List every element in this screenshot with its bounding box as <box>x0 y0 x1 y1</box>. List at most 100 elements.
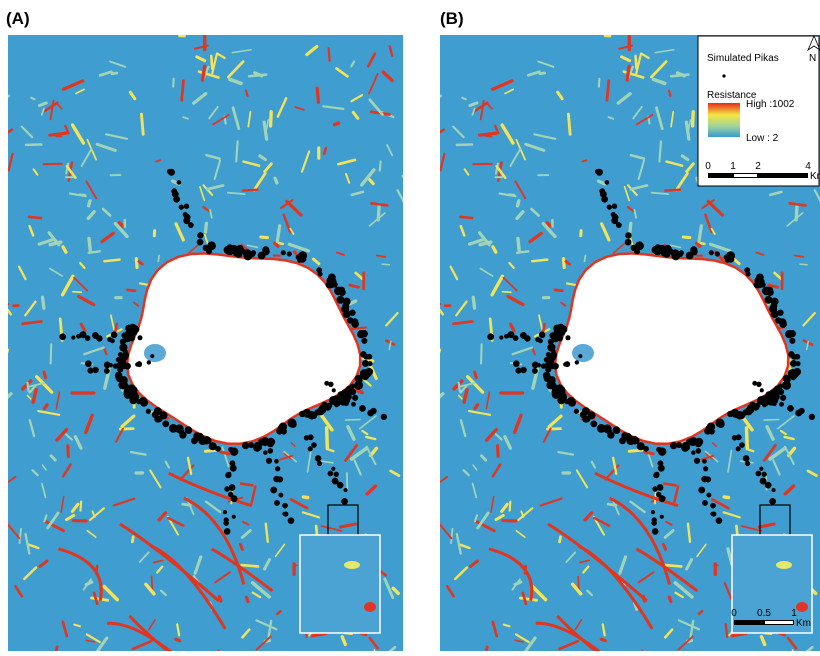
pika-cluster <box>278 493 283 498</box>
pika-cluster <box>224 246 232 254</box>
pika-cluster <box>242 442 249 449</box>
inset-feature <box>796 602 808 612</box>
island <box>572 344 594 362</box>
resistance-streak <box>665 565 681 566</box>
pika-cluster <box>186 428 192 434</box>
pika-cluster <box>556 332 563 339</box>
pika-cluster <box>343 488 347 492</box>
pika-cluster <box>120 346 125 351</box>
legend-text: High :1002 <box>746 99 795 110</box>
resistance-streak <box>327 428 328 449</box>
pika-cluster <box>772 401 777 406</box>
scale-label: 0.5 <box>757 608 771 619</box>
resistance-streak <box>693 112 694 126</box>
pika-cluster <box>311 413 317 419</box>
resistance-streak <box>68 446 69 456</box>
pika-cluster <box>162 420 169 427</box>
resistance-streak <box>532 260 547 262</box>
pika-cluster <box>197 232 203 238</box>
inset-map <box>300 535 380 633</box>
legend-text: Simulated Pikas <box>707 53 779 64</box>
resistance-streak <box>480 133 496 135</box>
resistance-streak <box>800 264 807 265</box>
pika-cluster <box>205 437 212 444</box>
pika-cluster <box>690 246 697 253</box>
pika-cluster <box>129 392 137 400</box>
resistance-streak <box>700 243 705 244</box>
pika-cluster <box>150 354 154 358</box>
pika-cluster <box>755 282 762 289</box>
pika-cluster <box>658 465 665 472</box>
resistance-streak <box>246 91 248 96</box>
resistance-streak <box>568 114 570 134</box>
pika-cluster <box>225 472 231 478</box>
pika-cluster <box>574 409 579 414</box>
resistance-streak <box>475 405 478 409</box>
resistance-streak <box>136 259 137 268</box>
resistance-streak <box>112 73 117 74</box>
resistance-streak <box>601 639 605 640</box>
pika-cluster <box>262 246 269 253</box>
pika-cluster <box>661 450 666 455</box>
resistance-streak <box>436 304 440 305</box>
pika-cluster <box>702 459 707 464</box>
pika-cluster <box>233 450 238 455</box>
resistance-streak <box>403 176 413 189</box>
resistance-streak <box>669 91 671 96</box>
pika-cluster <box>311 442 317 448</box>
resistance-streak <box>502 292 510 293</box>
pika-cluster <box>129 324 137 332</box>
pika-cluster <box>796 361 801 366</box>
pika-cluster <box>277 476 283 482</box>
resistance-streak <box>219 597 220 601</box>
scale-label: 0 <box>705 161 711 172</box>
resistance-streak <box>128 290 135 291</box>
pika-cluster <box>795 354 801 360</box>
pika-cluster <box>104 361 111 368</box>
resistance-streak <box>246 597 248 601</box>
pika-cluster <box>520 332 527 339</box>
pika-cluster <box>146 409 151 414</box>
pika-cluster <box>711 511 716 516</box>
resistance-streak <box>378 204 379 220</box>
pika-cluster <box>565 335 570 340</box>
pika-cluster <box>739 442 745 448</box>
pika-cluster <box>766 287 773 294</box>
resistance-streak <box>176 639 180 640</box>
pika-cluster <box>184 204 189 209</box>
resistance-streak <box>243 190 258 191</box>
resistance-streak <box>73 292 81 293</box>
pika-cluster <box>147 360 151 364</box>
pika-cluster <box>113 363 118 368</box>
pika-cluster <box>746 272 751 277</box>
scale-segment <box>734 174 757 177</box>
pika-cluster <box>670 442 677 449</box>
resistance-streak <box>261 237 268 238</box>
resistance-streak <box>510 502 511 511</box>
pika-cluster <box>660 515 664 519</box>
pika-cluster <box>268 448 274 454</box>
resistance-streak <box>156 160 160 161</box>
pika-cluster <box>315 455 322 462</box>
resistance-streak <box>271 112 272 126</box>
pika-cluster <box>605 180 610 185</box>
pika-cluster <box>798 409 802 413</box>
resistance-streak <box>249 75 266 77</box>
resistance-streak <box>89 238 90 250</box>
pika-cluster <box>344 401 349 406</box>
resistance-streak <box>29 217 41 218</box>
pika-cluster <box>659 495 666 502</box>
pika-cluster <box>771 298 779 306</box>
resistance-streak <box>346 420 361 421</box>
resistance-streak <box>636 56 637 69</box>
inset-feature <box>776 561 792 569</box>
pika-cluster <box>538 338 543 343</box>
pika-cluster <box>809 414 815 420</box>
pika-cluster <box>564 361 570 367</box>
pika-cluster <box>710 503 716 509</box>
pika-cluster <box>116 357 121 362</box>
pika-cluster <box>727 255 734 262</box>
pika-cluster <box>367 354 373 360</box>
pika-cluster <box>611 212 616 217</box>
pika-cluster <box>308 446 313 451</box>
